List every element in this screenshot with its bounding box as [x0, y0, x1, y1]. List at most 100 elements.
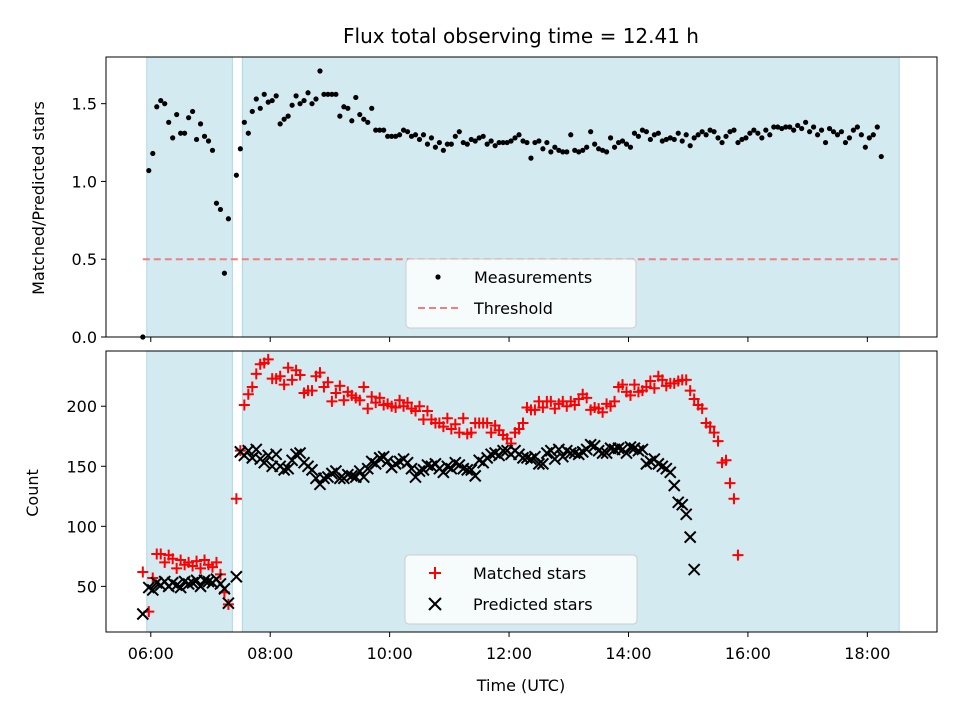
measurement-point: [333, 91, 339, 97]
predicted-star-point: [136, 607, 150, 621]
matched-star-point: [684, 385, 696, 397]
measurement-point: [870, 132, 876, 138]
matched-star-point: [242, 388, 254, 400]
matched-star-point: [457, 412, 469, 424]
measurement-point: [807, 129, 813, 135]
measurement-point: [189, 108, 196, 115]
predicted-star-point: [222, 596, 235, 610]
predicted-star-point: [269, 448, 283, 461]
measurement-point: [818, 127, 825, 133]
measurement-point: [584, 144, 590, 150]
matched-star-point: [517, 417, 529, 429]
measurement-point: [687, 143, 693, 149]
measurement-point: [285, 113, 291, 119]
measurement-point: [783, 124, 789, 130]
legend-measurements-marker: [435, 274, 441, 280]
matched-star-point: [394, 394, 406, 406]
predicted-star-point: [679, 508, 693, 521]
predicted-star-point: [584, 438, 597, 451]
x-axis-label: Time (UTC): [476, 676, 565, 695]
ratio-x-ticks: [150, 337, 868, 342]
matched-star-point: [322, 376, 334, 388]
measurement-point: [667, 135, 673, 141]
measurement-point: [269, 97, 275, 104]
predicted-star-point: [405, 462, 418, 475]
measurement-point: [329, 91, 335, 97]
measurement-point: [759, 135, 765, 141]
predicted-star-point: [548, 452, 562, 466]
measurement-point: [739, 136, 745, 143]
measurement-point: [846, 135, 853, 141]
measurement-point: [182, 130, 188, 136]
measurement-point: [373, 127, 379, 133]
matched-star-point: [366, 391, 378, 403]
measurement-point: [484, 141, 490, 147]
measurement-point: [858, 132, 864, 138]
x-tick-label: 08:00: [247, 644, 293, 663]
measurement-point: [249, 108, 255, 115]
predicted-star-point: [230, 570, 243, 583]
measurement-point: [639, 127, 646, 133]
measurement-point: [520, 138, 526, 144]
x-tick-label: 16:00: [725, 644, 771, 663]
measurement-point: [297, 101, 303, 107]
measurement-point: [560, 149, 566, 155]
matched-star-point: [581, 392, 593, 404]
measurement-point: [866, 135, 872, 141]
matched-star-point: [210, 556, 222, 568]
measurement-point: [261, 91, 267, 97]
matched-star-point: [282, 362, 294, 374]
matched-star-point: [545, 395, 557, 407]
ratio-panel: 0.0 0.5 1.0 1.5 Matched/Predicted stars Mea…: [29, 56, 938, 347]
measurement-point: [508, 138, 514, 144]
matched-star-point: [137, 566, 149, 578]
measurement-point: [795, 122, 801, 129]
measurement-point: [603, 149, 610, 155]
measurement-point: [611, 144, 618, 150]
legend-matched-marker: [429, 567, 441, 579]
matched-star-point: [628, 379, 640, 391]
measurement-point: [440, 147, 446, 153]
matched-star-point: [688, 393, 700, 405]
measurement-point: [170, 135, 176, 141]
measurement-point: [476, 135, 482, 141]
measurement-point: [834, 132, 841, 138]
x-axis: 06:00 08:00 10:00 12:00 14:00 16:00 18:00: [128, 632, 890, 663]
matched-star-point: [326, 395, 338, 407]
counts-panel: 50 100 150 200 06:00 08:00 10:00 12:00 14:00 16:…: [23, 350, 938, 695]
measurement-point: [309, 101, 315, 107]
predicted-star-point: [250, 443, 263, 456]
predicted-star-point: [632, 444, 645, 457]
measurement-point: [679, 138, 685, 144]
predicted-star-point: [683, 530, 697, 544]
measurement-point: [671, 136, 677, 143]
matched-star-point: [537, 401, 549, 413]
ratio-y-tick-label: 0.0: [72, 328, 97, 347]
predicted-star-point: [496, 444, 510, 457]
matched-star-point: [274, 370, 286, 382]
counts-y-tick-label: 100: [66, 517, 97, 536]
measurement-point: [341, 104, 347, 110]
counts-y-axis: 50 100 150 200: [66, 397, 106, 596]
measurement-point: [349, 118, 355, 124]
legend-measurements-label: Measurements: [474, 268, 592, 287]
matched-star-point: [306, 385, 318, 397]
measurement-point: [468, 136, 474, 143]
measurement-point: [627, 144, 634, 150]
measurement-point: [237, 146, 243, 152]
matched-star-point: [597, 406, 609, 418]
matched-star-point: [402, 397, 414, 409]
measurement-point: [588, 129, 594, 135]
measurement-point: [500, 139, 506, 146]
measurement-point: [193, 136, 200, 143]
x-tick-label: 12:00: [486, 644, 532, 663]
predicted-star-point: [401, 456, 414, 469]
predicted-star-point: [258, 456, 271, 469]
measurement-point: [878, 153, 884, 160]
measurement-point: [779, 125, 785, 132]
counts-y-tick-label: 200: [66, 397, 97, 416]
measurement-point: [803, 119, 809, 125]
measurement-point: [810, 124, 817, 130]
predicted-star-point: [624, 440, 637, 454]
measurement-point: [544, 139, 550, 146]
